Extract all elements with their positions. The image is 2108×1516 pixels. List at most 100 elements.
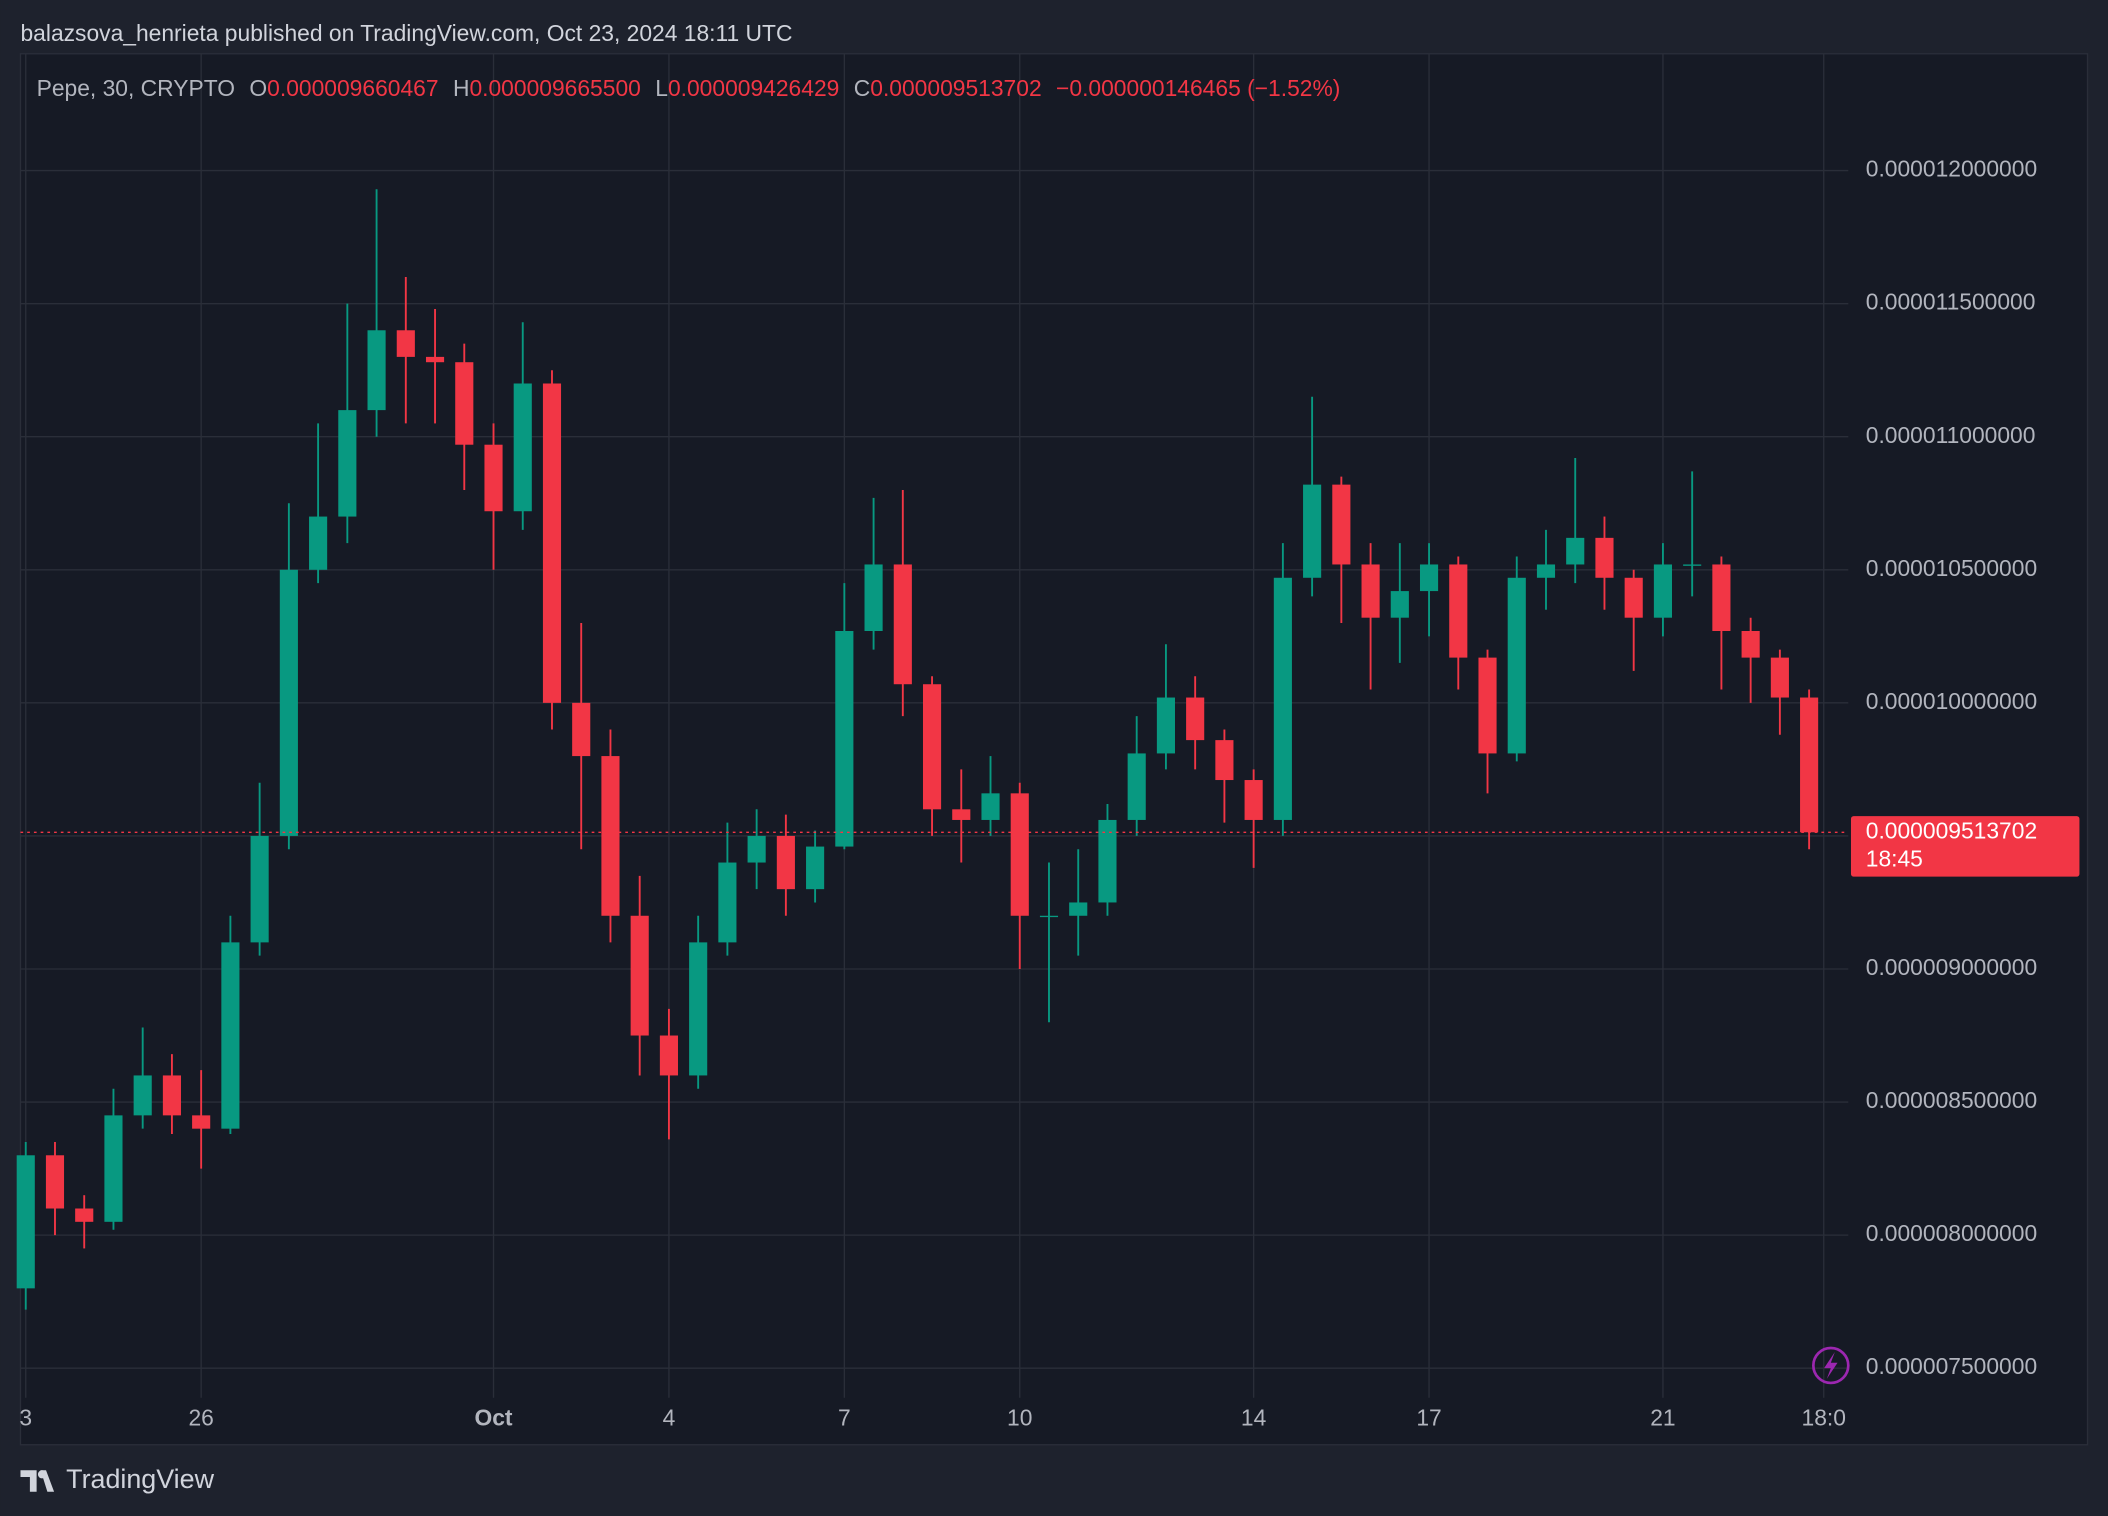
candle-body — [1010, 793, 1029, 916]
legend-key: O — [249, 75, 267, 101]
x-tick-label: 26 — [188, 1404, 213, 1430]
candle-body — [1156, 697, 1175, 754]
candle-body — [659, 1035, 678, 1076]
y-tick-label: 0.000009000000 — [1866, 954, 2037, 980]
legend-value: 0.000009665500 — [469, 75, 640, 101]
candle-body — [718, 862, 737, 943]
candle-body — [484, 444, 503, 512]
logo-dot — [37, 1470, 47, 1479]
y-tick-label: 0.000012000000 — [1866, 156, 2037, 182]
candle-body — [1712, 564, 1731, 632]
y-tick-label: 0.000007500000 — [1866, 1353, 2037, 1379]
candle-body — [1683, 564, 1702, 566]
candle-body — [1186, 697, 1205, 741]
legend-value: 0.000009513702 — [870, 75, 1041, 101]
candle-body — [572, 702, 591, 757]
x-tick-label: 7 — [838, 1404, 851, 1430]
candle-body — [338, 410, 357, 517]
candle-body — [309, 516, 328, 570]
candle-body — [1127, 753, 1146, 820]
y-tick-label: 0.000010500000 — [1866, 555, 2037, 581]
y-tick-label: 0.000011000000 — [1866, 422, 2036, 448]
icon-bolt — [1824, 1352, 1838, 1379]
x-tick-label: 18:0 — [1802, 1404, 1846, 1430]
candle-body — [747, 835, 766, 863]
candle-body — [1536, 564, 1556, 578]
candle-body — [75, 1208, 94, 1222]
candle-body — [1244, 780, 1263, 820]
icon-ring — [1811, 1346, 1850, 1385]
candle-body — [104, 1115, 123, 1222]
candle-body — [162, 1075, 181, 1116]
legend-change: −0.000000146465 (−1.52%) — [1056, 75, 1340, 101]
candle-body — [922, 684, 942, 810]
candle-body — [1419, 564, 1439, 592]
candle-body — [513, 383, 532, 512]
candle-body — [221, 942, 240, 1129]
candle-body — [425, 356, 445, 363]
candle-body — [864, 564, 883, 632]
candle-body — [1653, 564, 1672, 618]
legend: Pepe, 30, CRYPTO O0.000009660467 H0.0000… — [37, 75, 1341, 101]
y-tick-label: 0.000010000000 — [1866, 688, 2037, 714]
candle-body — [1478, 657, 1497, 754]
candle-body — [806, 846, 825, 890]
candle-body — [630, 915, 649, 1036]
y-tick-label: 0.000008500000 — [1866, 1087, 2037, 1113]
published-line: balazsova_henrieta published on TradingV… — [20, 20, 792, 46]
candle-body — [45, 1155, 65, 1209]
x-tick-label: 4 — [663, 1404, 676, 1430]
legend-key: L — [655, 75, 668, 101]
candle-body — [601, 756, 620, 916]
candle-body — [981, 793, 1000, 820]
candle-body — [1361, 564, 1380, 618]
candle-body — [1507, 577, 1526, 754]
candle-body — [279, 569, 298, 836]
lightning-icon[interactable] — [1811, 1346, 1850, 1385]
last-price-box — [1850, 816, 2080, 877]
legend-value: 0.000009660467 — [267, 75, 438, 101]
brand: TradingView — [66, 1464, 214, 1494]
candle-body — [396, 330, 415, 357]
candle-body — [1039, 915, 1059, 918]
candle-body — [1770, 657, 1789, 698]
candle-body — [455, 362, 474, 445]
candle-body — [1303, 484, 1322, 578]
candle-body — [192, 1115, 211, 1129]
candle-body — [367, 330, 386, 411]
candle-body — [133, 1075, 152, 1116]
y-tick-label: 0.000008000000 — [1866, 1220, 2037, 1246]
candle-body — [1595, 537, 1614, 578]
candle-body — [1390, 591, 1409, 618]
x-tick-label: 21 — [1650, 1404, 1675, 1430]
candle-body — [1098, 819, 1117, 903]
symbol: Pepe, 30, CRYPTO — [37, 75, 235, 101]
candle-body — [542, 383, 562, 703]
candle-body — [835, 631, 854, 847]
candle-body — [1273, 577, 1292, 820]
candle-body — [1741, 631, 1760, 658]
candle-body — [689, 942, 708, 1076]
x-tick-label: 3 — [19, 1404, 32, 1430]
candles — [16, 189, 1819, 1310]
x-tick-label: 14 — [1241, 1404, 1267, 1430]
candle-body — [1069, 902, 1088, 916]
x-tick-label: Oct — [474, 1404, 512, 1430]
candle-body — [1449, 564, 1468, 658]
candle-body — [1566, 537, 1585, 565]
candle-body — [16, 1155, 35, 1289]
candle-body — [1624, 577, 1643, 618]
candle-body — [952, 809, 971, 820]
countdown: 18:45 — [1866, 846, 1923, 872]
y-tick-label: 0.000011500000 — [1866, 289, 2036, 315]
legend-key: C — [854, 75, 871, 101]
x-tick-label: 10 — [1007, 1404, 1032, 1430]
candle-body — [250, 835, 269, 943]
chart-panel — [19, 53, 2089, 1446]
candle-body — [1215, 740, 1234, 781]
x-tick-label: 17 — [1416, 1404, 1441, 1430]
candle-body — [1800, 697, 1819, 833]
candle-body — [1332, 484, 1351, 565]
